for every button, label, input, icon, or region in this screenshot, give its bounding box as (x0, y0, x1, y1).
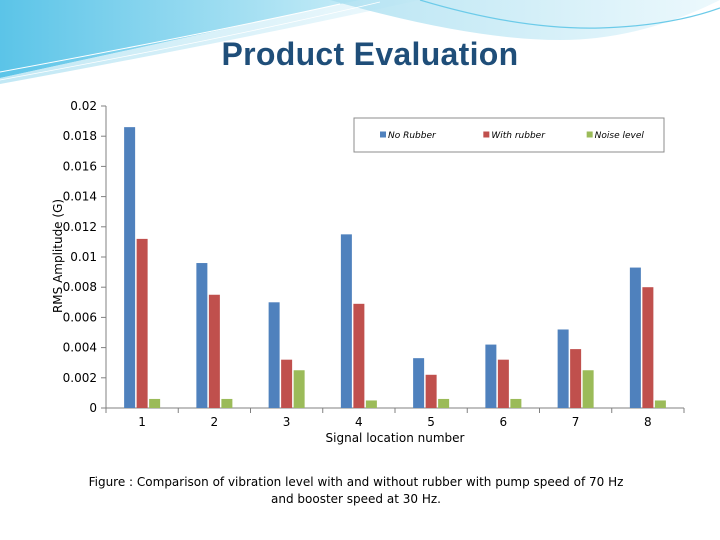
bar-with-rubber (353, 303, 365, 408)
legend-label: No Rubber (388, 131, 437, 141)
x-tick-label: 2 (211, 415, 219, 429)
x-tick-label: 1 (138, 415, 146, 429)
y-tick-label: 0.016 (63, 159, 97, 173)
caption-line-2: and booster speed at 30 Hz. (271, 492, 441, 506)
legend-swatch (380, 131, 386, 138)
bar-noise-level (438, 398, 450, 408)
x-tick-label: 7 (572, 415, 580, 429)
bar-noise-level (293, 370, 305, 408)
y-tick-label: 0 (89, 401, 97, 415)
bar-group (124, 127, 666, 408)
y-tick-label: 0.02 (70, 99, 97, 113)
y-tick-label: 0.01 (70, 250, 97, 264)
bar-noise-level (365, 400, 377, 408)
bar-noise-level (149, 398, 161, 408)
legend-swatch (586, 131, 593, 138)
x-tick-label: 3 (283, 415, 291, 429)
slide-title: Product Evaluation (221, 36, 519, 72)
x-tick-label: 6 (500, 415, 508, 429)
bar-no-rubber (340, 234, 352, 408)
legend-label: With rubber (491, 131, 546, 141)
bar-with-rubber (497, 359, 509, 408)
y-tick-label: 0.014 (63, 190, 97, 204)
y-tick-label: 0.008 (63, 280, 97, 294)
y-tick-label: 0.002 (63, 371, 97, 385)
bar-with-rubber (642, 287, 654, 408)
bar-with-rubber (570, 349, 582, 408)
bar-chart: 0 0.002 0.004 0.006 0.008 0.01 0.012 0.014 0.016… (51, 99, 685, 445)
legend-label: Noise level (595, 131, 645, 141)
bar-no-rubber (629, 267, 641, 408)
figure-caption: Figure : Comparison of vibration level w… (86, 474, 626, 508)
y-tick-label: 0.004 (63, 341, 97, 355)
legend: No Rubber With rubber Noise level (353, 117, 665, 153)
bar-noise-level (221, 398, 233, 408)
bar-noise-level (582, 370, 594, 408)
y-tick-label: 0.012 (63, 220, 97, 234)
x-axis-label: Signal location number (326, 431, 465, 445)
bar-with-rubber (425, 374, 437, 408)
x-axis-ticks: 1 2 3 4 5 6 7 8 (105, 408, 685, 429)
y-axis-ticks: 0 0.002 0.004 0.006 0.008 0.01 0.012 0.014 0.016… (63, 99, 106, 415)
bar-with-rubber (208, 294, 220, 408)
bar-no-rubber (268, 302, 280, 408)
bar-no-rubber (196, 263, 208, 408)
header-decoration (0, 0, 720, 84)
x-tick-label: 5 (427, 415, 435, 429)
bar-no-rubber (413, 358, 425, 408)
bar-with-rubber (281, 359, 293, 408)
bar-no-rubber (124, 127, 136, 408)
bar-with-rubber (136, 238, 148, 408)
x-tick-label: 4 (355, 415, 363, 429)
x-tick-label: 8 (644, 415, 652, 429)
y-tick-label: 0.006 (63, 310, 97, 324)
legend-swatch (483, 131, 490, 138)
bar-noise-level (654, 400, 666, 408)
y-axis-label: RMS Amplitude (G) (51, 199, 65, 313)
bar-noise-level (510, 398, 522, 408)
bar-no-rubber (485, 344, 497, 408)
y-tick-label: 0.018 (63, 129, 97, 143)
caption-line-1: Figure : Comparison of vibration level w… (88, 475, 624, 489)
bar-no-rubber (557, 329, 569, 408)
legend-box (353, 117, 665, 153)
